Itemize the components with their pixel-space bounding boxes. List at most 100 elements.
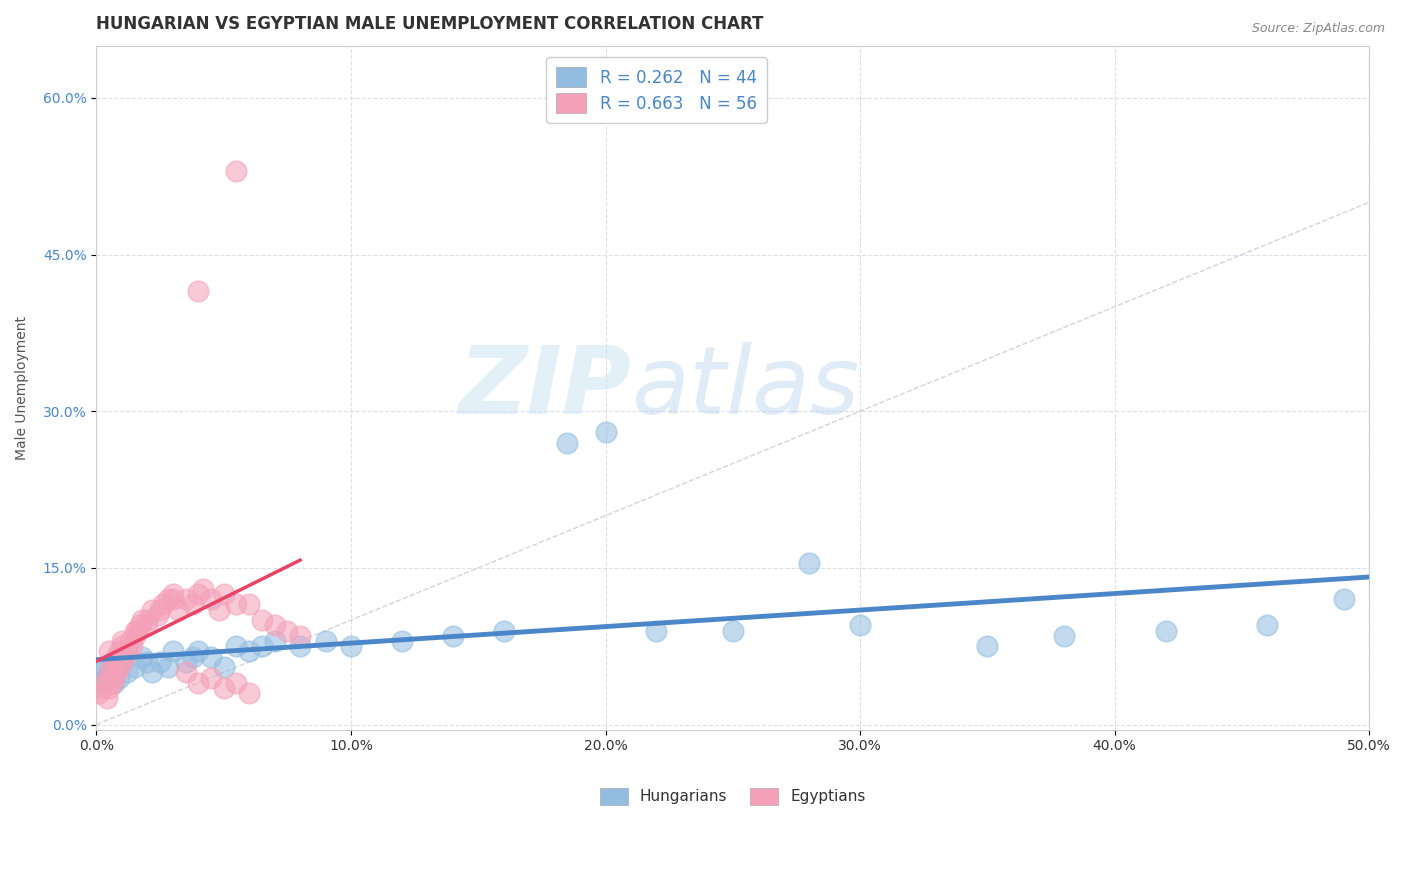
- Point: [124, 629, 146, 643]
- Point: [174, 665, 197, 680]
- Point: [238, 686, 260, 700]
- Point: [193, 582, 215, 596]
- Point: [103, 675, 125, 690]
- Point: [174, 655, 197, 669]
- Point: [162, 644, 184, 658]
- Point: [174, 592, 197, 607]
- Point: [162, 592, 184, 607]
- Point: [105, 649, 128, 664]
- Point: [136, 613, 159, 627]
- Point: [98, 681, 121, 695]
- Point: [799, 556, 821, 570]
- Point: [1256, 618, 1278, 632]
- Point: [492, 624, 515, 638]
- Point: [263, 618, 285, 632]
- Point: [1333, 592, 1355, 607]
- Point: [100, 675, 122, 690]
- Point: [238, 644, 260, 658]
- Point: [1154, 624, 1177, 638]
- Point: [152, 598, 174, 612]
- Point: [1053, 629, 1076, 643]
- Point: [250, 613, 273, 627]
- Point: [212, 681, 235, 695]
- Text: HUNGARIAN VS EGYPTIAN MALE UNEMPLOYMENT CORRELATION CHART: HUNGARIAN VS EGYPTIAN MALE UNEMPLOYMENT …: [97, 15, 763, 33]
- Point: [131, 649, 153, 664]
- Point: [238, 598, 260, 612]
- Point: [141, 602, 163, 616]
- Point: [149, 655, 172, 669]
- Point: [90, 665, 112, 680]
- Point: [595, 425, 617, 439]
- Point: [156, 660, 179, 674]
- Point: [93, 660, 115, 674]
- Point: [212, 660, 235, 674]
- Point: [128, 618, 150, 632]
- Point: [121, 639, 143, 653]
- Point: [225, 675, 247, 690]
- Point: [200, 592, 222, 607]
- Point: [181, 598, 204, 612]
- Point: [124, 660, 146, 674]
- Point: [208, 602, 231, 616]
- Point: [391, 634, 413, 648]
- Point: [225, 164, 247, 178]
- Point: [100, 655, 122, 669]
- Point: [181, 649, 204, 664]
- Point: [108, 660, 131, 674]
- Point: [167, 602, 190, 616]
- Point: [118, 634, 141, 648]
- Point: [225, 639, 247, 653]
- Text: ZIP: ZIP: [458, 342, 631, 434]
- Point: [187, 284, 209, 298]
- Point: [141, 665, 163, 680]
- Point: [98, 644, 121, 658]
- Point: [105, 665, 128, 680]
- Point: [212, 587, 235, 601]
- Point: [340, 639, 363, 653]
- Point: [96, 691, 118, 706]
- Point: [156, 592, 179, 607]
- Point: [124, 624, 146, 638]
- Point: [250, 639, 273, 653]
- Point: [108, 644, 131, 658]
- Point: [136, 618, 159, 632]
- Point: [441, 629, 464, 643]
- Point: [187, 587, 209, 601]
- Point: [146, 607, 169, 622]
- Point: [976, 639, 998, 653]
- Point: [187, 644, 209, 658]
- Point: [111, 655, 134, 669]
- Point: [111, 655, 134, 669]
- Text: Source: ZipAtlas.com: Source: ZipAtlas.com: [1251, 22, 1385, 36]
- Point: [200, 649, 222, 664]
- Point: [315, 634, 337, 648]
- Point: [111, 639, 134, 653]
- Point: [114, 649, 136, 664]
- Point: [849, 618, 872, 632]
- Point: [96, 671, 118, 685]
- Point: [131, 613, 153, 627]
- Point: [103, 671, 125, 685]
- Point: [87, 686, 110, 700]
- Point: [108, 671, 131, 685]
- Point: [557, 435, 579, 450]
- Y-axis label: Male Unemployment: Male Unemployment: [15, 316, 30, 459]
- Point: [98, 665, 121, 680]
- Point: [93, 675, 115, 690]
- Point: [90, 681, 112, 695]
- Text: atlas: atlas: [631, 343, 859, 434]
- Point: [288, 639, 311, 653]
- Legend: Hungarians, Egyptians: Hungarians, Egyptians: [591, 779, 875, 814]
- Point: [162, 587, 184, 601]
- Point: [288, 629, 311, 643]
- Point: [225, 598, 247, 612]
- Point: [200, 671, 222, 685]
- Point: [100, 660, 122, 674]
- Point: [187, 675, 209, 690]
- Point: [103, 655, 125, 669]
- Point: [149, 602, 172, 616]
- Point: [136, 655, 159, 669]
- Point: [111, 634, 134, 648]
- Point: [276, 624, 298, 638]
- Point: [645, 624, 668, 638]
